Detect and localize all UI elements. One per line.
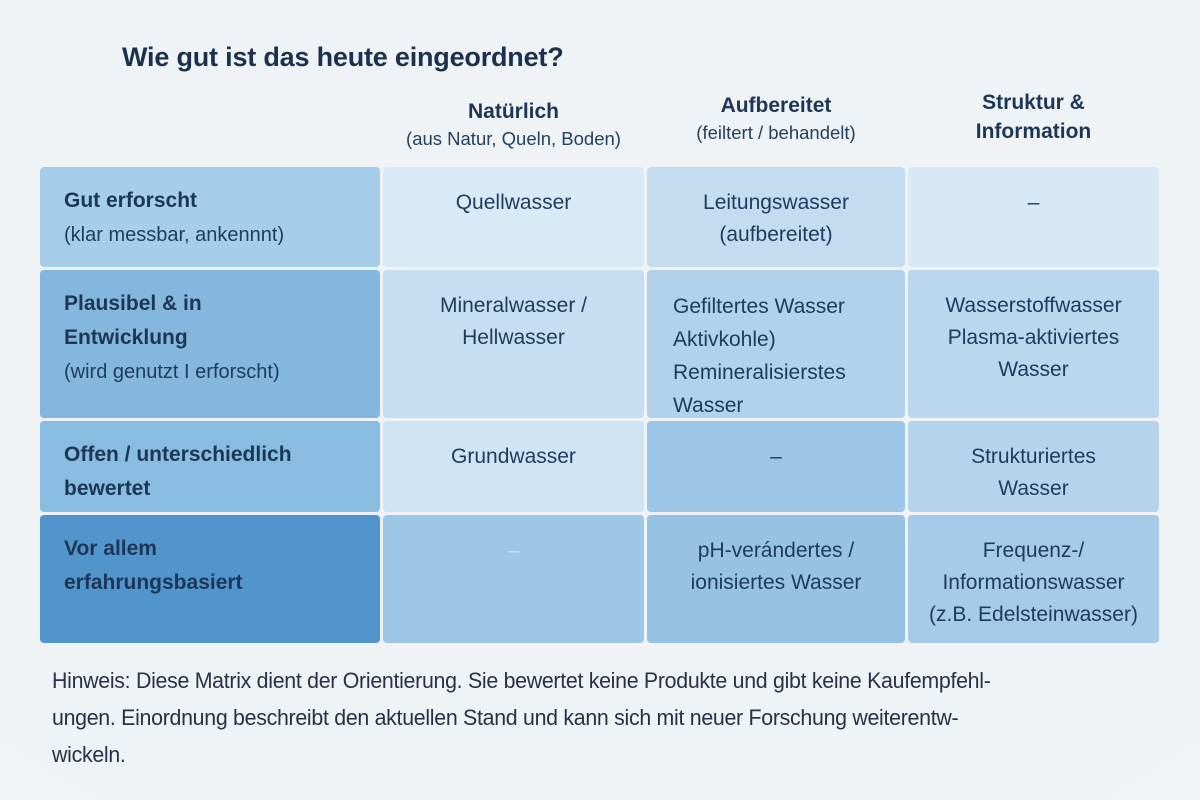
cell-gut-erforscht-aufbereitet: Leitungswasser (aufbereitet) bbox=[647, 167, 905, 267]
empty-dash: – bbox=[770, 445, 782, 468]
cell-text: Strukturiertes Wasser bbox=[971, 445, 1096, 500]
cell-text: Wasserstoffwasser Plasma-aktiviertes Was… bbox=[945, 294, 1122, 381]
row-header-gut-erforscht: Gut erforscht (klar messbar, ankennnt) bbox=[40, 167, 380, 267]
column-title: Struktur & Information bbox=[975, 91, 1092, 143]
empty-dash: – bbox=[507, 539, 520, 562]
column-header-spacer bbox=[40, 84, 380, 160]
matrix-table: Gut erforscht (klar messbar, ankennnt) Q… bbox=[40, 167, 1159, 643]
cell-gut-erforscht-natuerlich: Quellwasser bbox=[383, 167, 644, 267]
cell-text: Frequenz-/ Informationswasser (z.B. Edel… bbox=[929, 539, 1138, 626]
row-header-subtitle: (klar messbar, ankennnt) bbox=[64, 224, 285, 246]
column-title: Natürlich bbox=[467, 100, 559, 123]
cell-text: Quellwasser bbox=[455, 191, 572, 214]
cell-offen-struktur: Strukturiertes Wasser bbox=[908, 421, 1159, 512]
column-headers: Natürlich (aus Natur, Queln, Boden) Aufb… bbox=[40, 84, 1159, 160]
row-header-title: Vor allem erfahrungsbasiert bbox=[64, 537, 243, 594]
cell-plausibel-struktur: Wasserstoffwasser Plasma-aktiviertes Was… bbox=[908, 270, 1159, 418]
footnote: Hinweis: Diese Matrix dient der Orientie… bbox=[52, 668, 991, 767]
cell-erfahrung-aufbereitet: pH-verándertes / ionisiertes Wasser bbox=[647, 515, 905, 643]
row-header-offen-unterschiedlich-bewertet: Offen / unterschiedlich bewertet bbox=[40, 421, 380, 512]
row-header-plausibel-in-entwicklung: Plausibel & in Entwicklung (wird genutzt… bbox=[40, 270, 380, 418]
cell-text: Grundwasser bbox=[451, 445, 576, 468]
column-title: Aufbereitet bbox=[720, 94, 832, 117]
cell-offen-natuerlich: Grundwasser bbox=[383, 421, 644, 512]
column-header-struktur-information: Struktur & Information bbox=[908, 84, 1159, 160]
row-header-title: Offen / unterschiedlich bewertet bbox=[64, 443, 292, 500]
cell-gut-erforscht-struktur: – bbox=[908, 167, 1159, 267]
cell-text: Gefiltertes Wasser Aktivkohle) Remineral… bbox=[673, 295, 846, 417]
cell-erfahrung-struktur: Frequenz-/ Informationswasser (z.B. Edel… bbox=[908, 515, 1159, 643]
cell-text: pH-verándertes / ionisiertes Wasser bbox=[690, 539, 862, 594]
column-header-aufbereitet: Aufbereitet (feiltert / behandelt) bbox=[647, 84, 905, 160]
empty-dash: – bbox=[1027, 191, 1040, 214]
cell-text: Mineralwasser / Hellwasser bbox=[439, 294, 588, 349]
column-header-natuerlich: Natürlich (aus Natur, Queln, Boden) bbox=[383, 84, 644, 160]
cell-plausibel-aufbereitet: Gefiltertes Wasser Aktivkohle) Remineral… bbox=[647, 270, 905, 418]
row-header-title: Plausibel & in Entwicklung bbox=[64, 292, 202, 349]
cell-plausibel-natuerlich: Mineralwasser / Hellwasser bbox=[383, 270, 644, 418]
cell-offen-aufbereitet: – bbox=[647, 421, 905, 512]
row-header-title: Gut erforscht bbox=[64, 189, 198, 212]
row-header-subtitle: (wird genutzt I erforscht) bbox=[64, 361, 280, 383]
cell-text: Leitungswasser (aufbereitet) bbox=[703, 191, 849, 246]
column-subtitle: (feiltert / behandelt) bbox=[696, 122, 856, 143]
column-subtitle: (aus Natur, Queln, Boden) bbox=[406, 128, 621, 149]
row-header-vor-allem-erfahrungsbasiert: Vor allem erfahrungsbasiert bbox=[40, 515, 380, 643]
cell-erfahrung-natuerlich: – bbox=[383, 515, 644, 643]
page-title: Wie gut ist das heute eingeordnet? bbox=[122, 42, 564, 72]
